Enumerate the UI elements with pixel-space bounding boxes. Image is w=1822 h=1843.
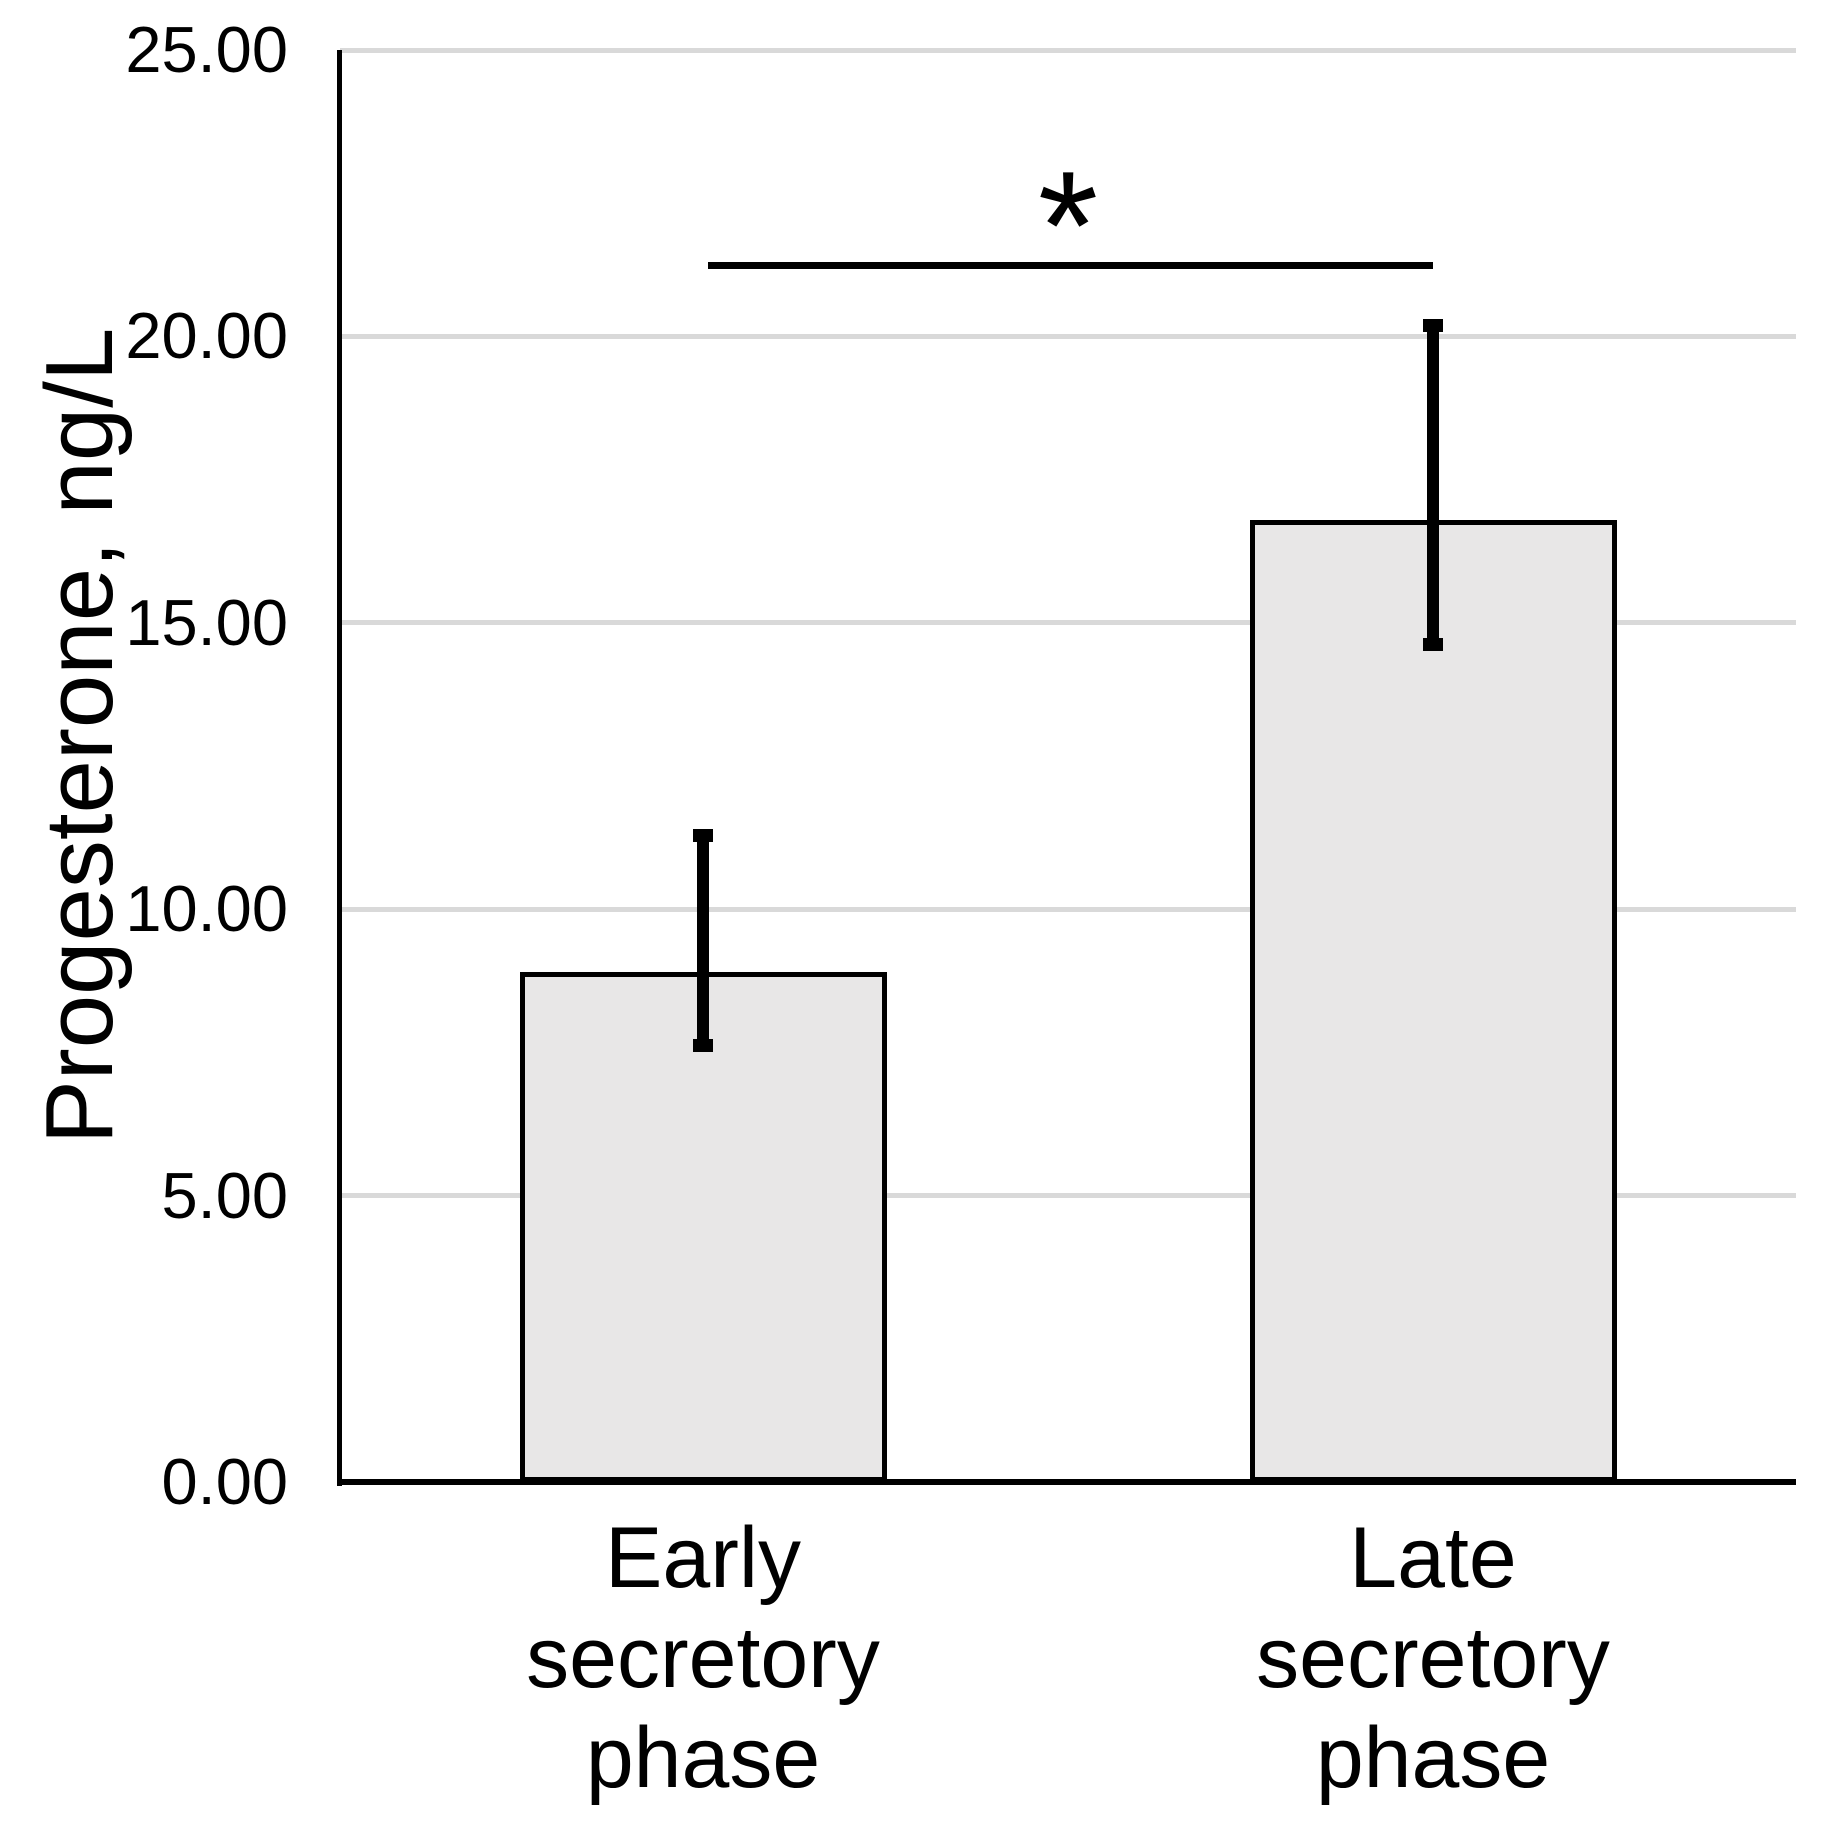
error-bar-0 <box>697 829 709 1053</box>
x-axis-line <box>340 1479 1796 1485</box>
category-label-line: phase <box>1315 1710 1551 1806</box>
category-label-0: Early secretory phase <box>393 1508 1013 1808</box>
y-tick-label: 20.00 <box>125 299 288 373</box>
y-gridline <box>340 906 1796 912</box>
y-gridline <box>340 333 1796 339</box>
significance-asterisk: * <box>1037 139 1099 312</box>
error-bar-1-bottom-cap <box>1423 638 1443 652</box>
y-gridline <box>340 620 1796 626</box>
bar-0 <box>519 972 887 1482</box>
y-tick-label: 5.00 <box>161 1158 288 1232</box>
y-gridline <box>340 47 1796 53</box>
error-bar-0-top-cap <box>693 829 713 842</box>
category-label-1: Late secretory phase <box>1123 1508 1743 1808</box>
error-bar-1 <box>1427 319 1439 652</box>
y-axis-line <box>337 50 342 1486</box>
category-label-line: phase <box>585 1710 821 1806</box>
category-label-line: secretory <box>526 1610 880 1706</box>
y-tick-label: 15.00 <box>125 585 288 659</box>
y-tick-label: 10.00 <box>125 872 288 946</box>
y-tick-label: 25.00 <box>125 13 288 86</box>
y-tick-label: 0.00 <box>161 1445 288 1518</box>
category-label-line: Early <box>605 1510 801 1606</box>
category-label-line: Late <box>1349 1510 1517 1606</box>
error-bar-1-top-cap <box>1423 319 1443 333</box>
category-label-line: secretory <box>1256 1610 1610 1706</box>
error-bar-0-bottom-cap <box>693 1039 713 1053</box>
significance-line <box>708 261 1433 269</box>
y-gridline <box>340 1193 1796 1199</box>
bar-1 <box>1249 519 1617 1482</box>
